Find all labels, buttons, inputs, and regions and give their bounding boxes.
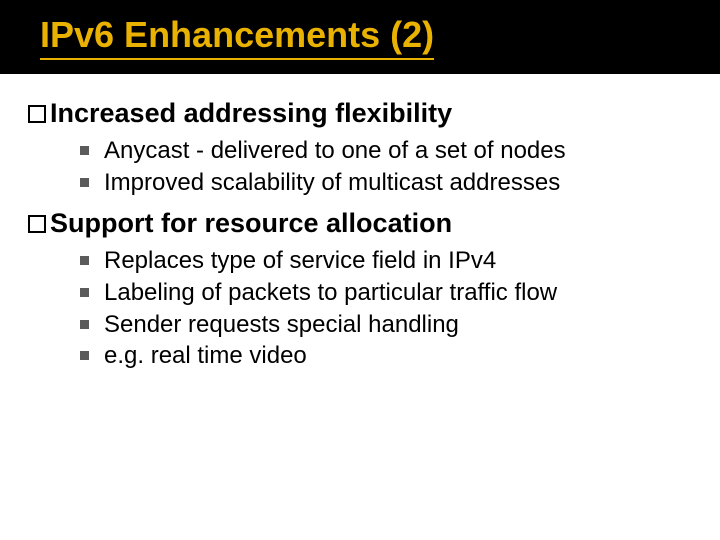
list-item: Replaces type of service field in IPv4 (80, 245, 692, 277)
checkbox-icon (28, 105, 46, 123)
slide-title: IPv6 Enhancements (2) (40, 14, 434, 60)
title-bar: IPv6 Enhancements (2) (0, 0, 720, 74)
heading-text: Support for resource allocation (50, 208, 452, 239)
list-item: Labeling of packets to particular traffi… (80, 277, 692, 309)
list-item: e.g. real time video (80, 340, 692, 372)
section-heading: Increased addressing flexibility (28, 98, 692, 129)
list-item: Anycast - delivered to one of a set of n… (80, 135, 692, 167)
list-item: Improved scalability of multicast addres… (80, 167, 692, 199)
heading-text: Increased addressing flexibility (50, 98, 452, 129)
slide-content: Increased addressing flexibility Anycast… (0, 74, 720, 372)
section-heading: Support for resource allocation (28, 208, 692, 239)
bullet-list: Anycast - delivered to one of a set of n… (80, 135, 692, 198)
list-item: Sender requests special handling (80, 309, 692, 341)
checkbox-icon (28, 215, 46, 233)
bullet-list: Replaces type of service field in IPv4 L… (80, 245, 692, 372)
